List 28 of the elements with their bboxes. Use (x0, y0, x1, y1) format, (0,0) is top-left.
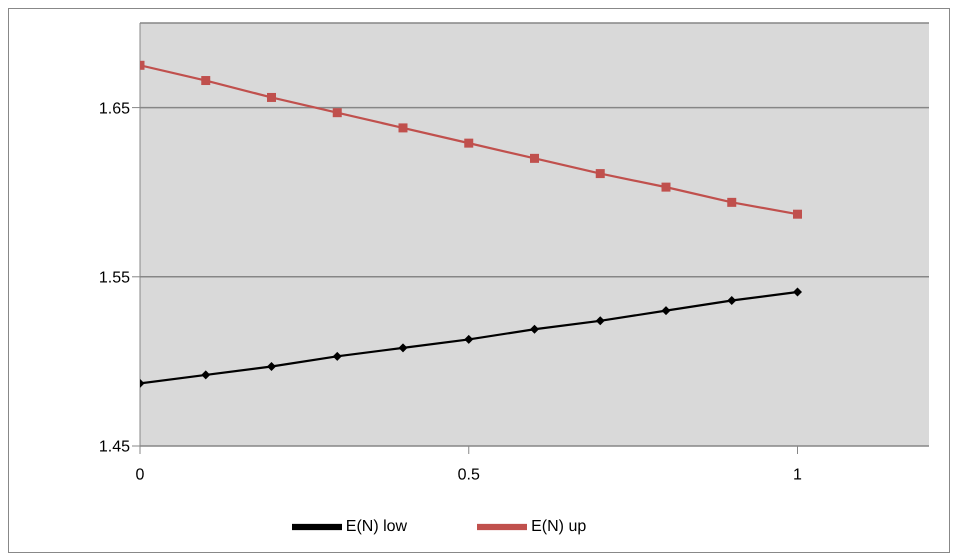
legend-label: E(N) low (346, 518, 408, 536)
point (398, 343, 408, 352)
point (793, 288, 802, 297)
point (201, 76, 210, 86)
point (530, 154, 539, 163)
y-tick-label: 1.45 (98, 438, 130, 456)
point (398, 123, 408, 132)
point (727, 198, 736, 207)
point (662, 182, 670, 192)
point (464, 138, 474, 148)
point (332, 108, 342, 118)
point (464, 334, 474, 344)
point (793, 210, 802, 219)
point (596, 169, 605, 178)
point (596, 316, 605, 326)
point (530, 324, 539, 334)
y-tick-label: 1.65 (98, 100, 130, 118)
y-tick-label: 1.55 (98, 269, 130, 286)
point (662, 306, 670, 316)
point (727, 296, 736, 305)
point (267, 362, 276, 371)
point (201, 370, 210, 380)
x-tick-label: 1 (793, 466, 802, 484)
legend-label: E(N) up (531, 518, 586, 536)
x-tick-label: 0 (136, 466, 145, 484)
x-tick-label: 0.5 (458, 466, 480, 484)
point (267, 92, 276, 102)
point (332, 352, 342, 361)
